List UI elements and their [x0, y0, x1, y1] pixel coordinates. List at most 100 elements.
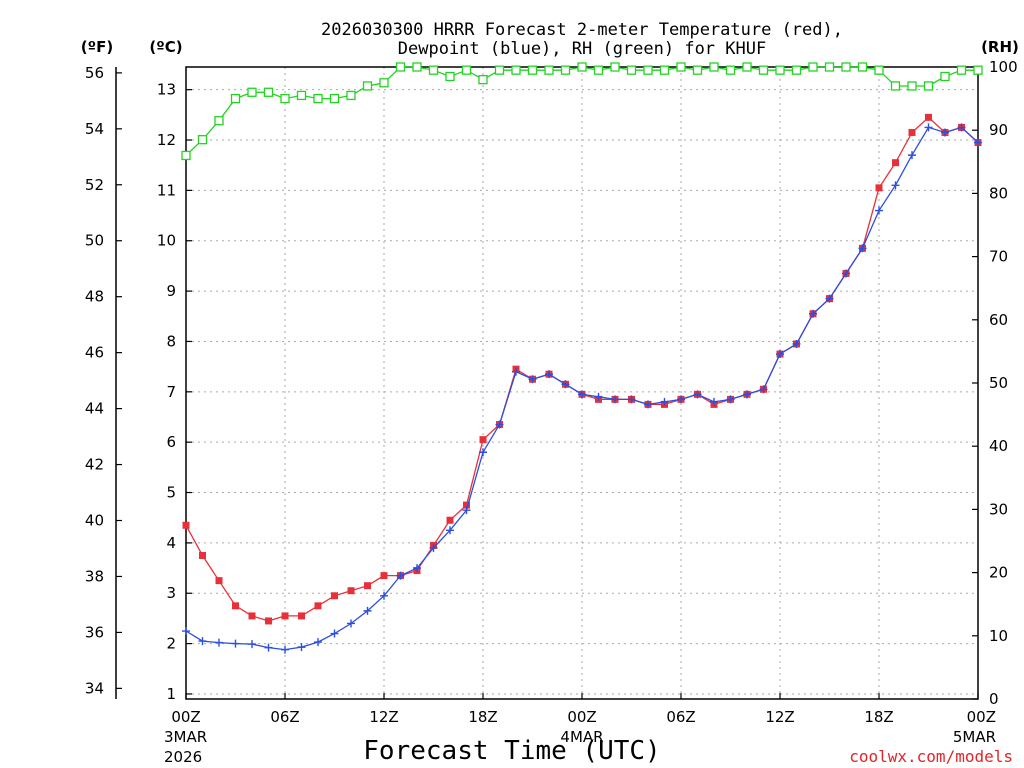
temperature-point: [248, 612, 256, 620]
dewpoint-point: [561, 380, 570, 389]
time-tick-label: 00Z: [967, 708, 996, 726]
dewpoint-point: [842, 269, 850, 278]
dewpoint-series: [182, 123, 982, 654]
celsius-tick-label: 10: [157, 232, 176, 250]
rh-point: [890, 81, 901, 91]
celsius-tick-label: 2: [166, 635, 176, 653]
dewpoint-point: [677, 395, 685, 404]
rh-point: [197, 135, 208, 145]
fahrenheit-unit-label: (ºF): [81, 38, 113, 56]
temperature-point: [908, 128, 916, 136]
time-date-label: 4MAR: [560, 728, 603, 746]
rh-point: [593, 65, 604, 75]
dewpoint-point: [627, 395, 636, 404]
fahrenheit-tick-label: 38: [85, 567, 104, 585]
rh-series: [181, 62, 983, 161]
dewpoint-point: [792, 339, 801, 348]
dewpoint-point: [198, 637, 207, 646]
fahrenheit-tick-label: 40: [85, 512, 104, 530]
fahrenheit-tick-label: 48: [85, 288, 104, 306]
fahrenheit-tick-label: 46: [85, 344, 104, 362]
dewpoint-point: [776, 350, 784, 359]
dewpoint-point: [941, 128, 949, 137]
temperature-point: [182, 521, 190, 529]
rh-point: [956, 65, 967, 75]
celsius-tick-label: 6: [166, 433, 176, 451]
rh-point: [313, 93, 323, 104]
rh-point: [791, 65, 802, 75]
time-axis: 00Z 3MAR 2026 06Z 12Z 18Z 00Z 4MAR 06Z 12Z 18Z 00Z 5…: [164, 693, 996, 766]
rh-tick-label: 100: [989, 58, 1018, 76]
temperature-point: [875, 184, 883, 192]
time-tick-label: 12Z: [765, 708, 794, 726]
rh-tick-label: 60: [989, 311, 1008, 329]
dewpoint-point: [363, 606, 372, 615]
dewpoint-point: [413, 564, 421, 573]
rh-point: [643, 65, 653, 75]
rh-point: [494, 65, 505, 75]
dewpoint-point: [974, 138, 982, 147]
rh-point: [181, 150, 191, 161]
fahrenheit-tick-label: 42: [85, 456, 104, 474]
rh-tick-label: 90: [989, 121, 1008, 139]
rh-point: [214, 116, 224, 126]
rh-point: [725, 65, 736, 75]
celsius-tick-label: 12: [157, 131, 176, 149]
dewpoint-point: [281, 645, 289, 654]
fahrenheit-tick-label: 54: [85, 120, 104, 138]
time-year-label: 2026: [164, 748, 202, 766]
rh-tick-label: 80: [989, 184, 1008, 202]
rh-point: [808, 62, 818, 72]
x-axis-label: Forecast Time (UTC): [363, 736, 660, 766]
time-date-label: 5MAR: [953, 728, 996, 746]
dewpoint-point: [528, 375, 537, 384]
rh-point: [263, 87, 274, 97]
celsius-tick-label: 13: [157, 81, 176, 99]
rh-point: [824, 62, 835, 72]
dewpoint-point: [743, 390, 751, 399]
rh-axis: 0 10 20 30 40 50 60 70 80 90 100: [972, 58, 1018, 708]
rh-point: [775, 65, 785, 75]
time-tick-label: 18Z: [468, 708, 497, 726]
dewpoint-point: [578, 390, 586, 399]
time-tick-label: 12Z: [369, 708, 398, 726]
rh-point: [659, 65, 670, 75]
dewpoint-point: [594, 392, 603, 401]
dewpoint-point: [429, 543, 438, 552]
celsius-tick-label: 3: [166, 584, 176, 602]
dewpoint-point: [479, 448, 487, 457]
temperature-point: [364, 582, 371, 590]
time-tick-label: 06Z: [666, 708, 695, 726]
rh-point: [412, 62, 422, 72]
dewpoint-point: [231, 639, 240, 648]
rh-point: [247, 87, 257, 97]
rh-point: [544, 65, 554, 75]
chart-title-line1: 2026030300 HRRR Forecast 2-meter Tempera…: [321, 20, 843, 40]
rh-point: [395, 62, 406, 72]
temperature-point: [199, 551, 206, 559]
temperature-point: [479, 436, 487, 444]
fahrenheit-tick-label: 52: [85, 176, 104, 194]
dewpoint-point: [644, 400, 652, 409]
temperature-point: [347, 587, 355, 595]
fahrenheit-axis: 34 36 38 40 42 44 46 48 50 52 54 56: [85, 64, 122, 697]
time-tick-label: 18Z: [864, 708, 893, 726]
dewpoint-point: [380, 591, 388, 600]
rh-point: [346, 90, 356, 101]
celsius-tick-label: 9: [166, 282, 176, 300]
rh-point: [709, 62, 719, 72]
dewpoint-point: [858, 244, 867, 253]
dewpoint-point: [495, 420, 504, 429]
temperature-point: [314, 602, 322, 610]
dewpoint-point: [264, 643, 273, 652]
rh-point: [445, 71, 455, 82]
temperature-point: [446, 516, 454, 524]
rh-point: [478, 74, 488, 85]
rh-point: [676, 62, 686, 72]
celsius-tick-label: 7: [166, 383, 176, 401]
dewpoint-point: [693, 390, 702, 399]
temperature-point: [281, 612, 289, 620]
rh-point: [560, 65, 571, 75]
